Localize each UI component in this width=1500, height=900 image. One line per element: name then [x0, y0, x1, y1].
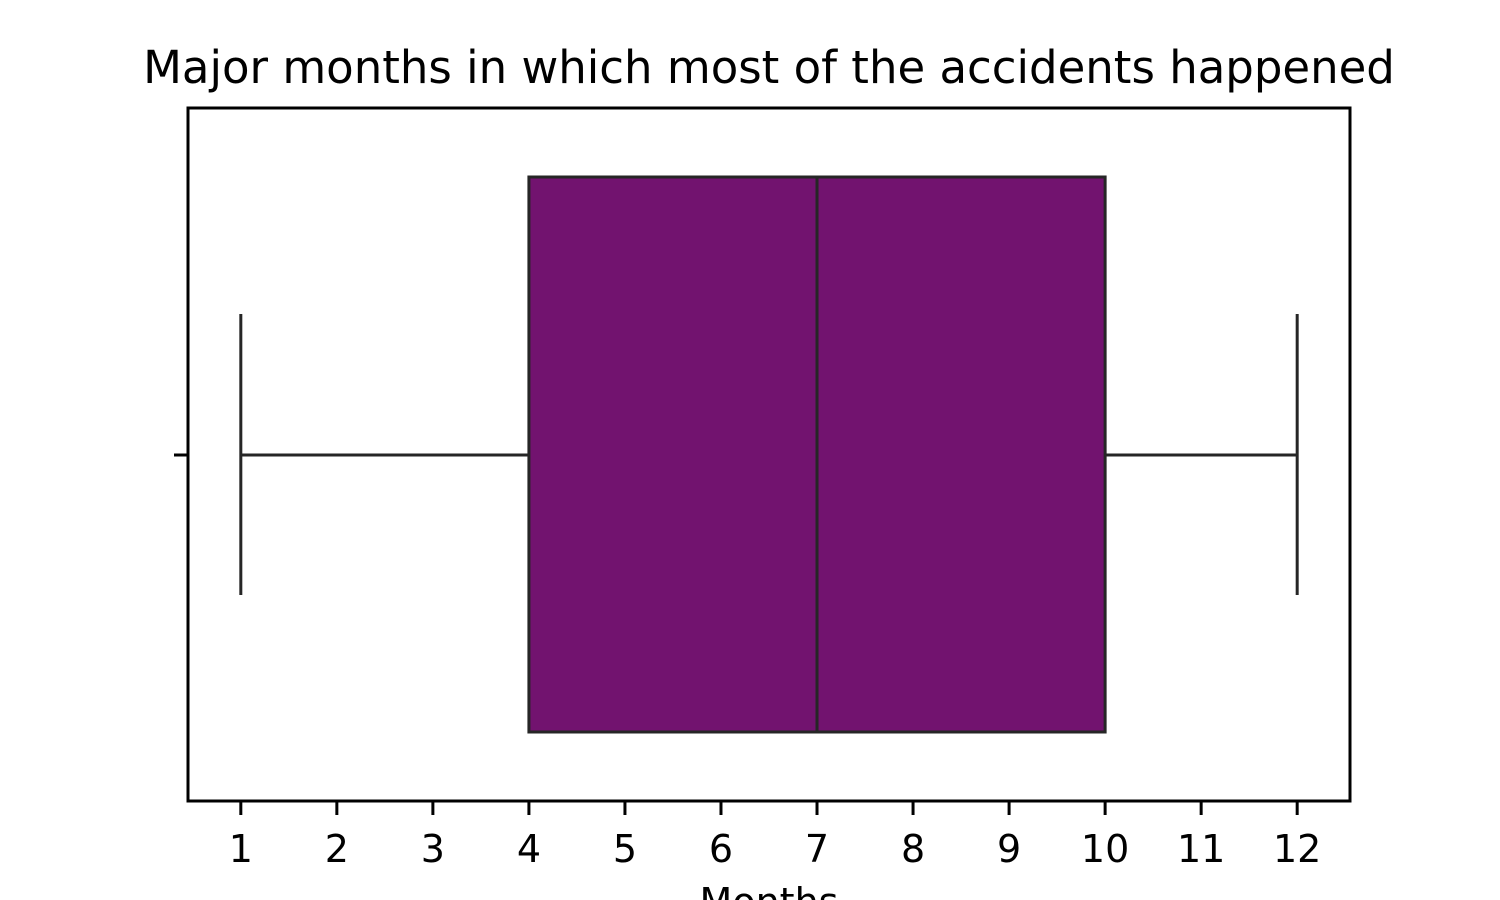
x-tick-label: 11 — [1177, 827, 1225, 871]
x-axis-ticks: 1 2 3 4 5 6 7 8 9 10 11 12 — [229, 801, 1321, 871]
x-tick-label: 7 — [805, 827, 829, 871]
x-tick-label: 9 — [997, 827, 1021, 871]
x-tick-label: 2 — [325, 827, 349, 871]
x-tick-label: 1 — [229, 827, 253, 871]
x-tick-label: 3 — [421, 827, 445, 871]
x-axis-label: Months — [700, 880, 839, 900]
x-tick-label: 4 — [517, 827, 541, 871]
x-tick-label: 10 — [1081, 827, 1129, 871]
chart-title: Major months in which most of the accide… — [143, 41, 1395, 94]
x-tick-label: 5 — [613, 827, 637, 871]
x-tick-label: 8 — [901, 827, 925, 871]
x-tick-label: 12 — [1273, 827, 1321, 871]
box-plot — [239, 175, 1299, 734]
x-tick-label: 6 — [709, 827, 733, 871]
